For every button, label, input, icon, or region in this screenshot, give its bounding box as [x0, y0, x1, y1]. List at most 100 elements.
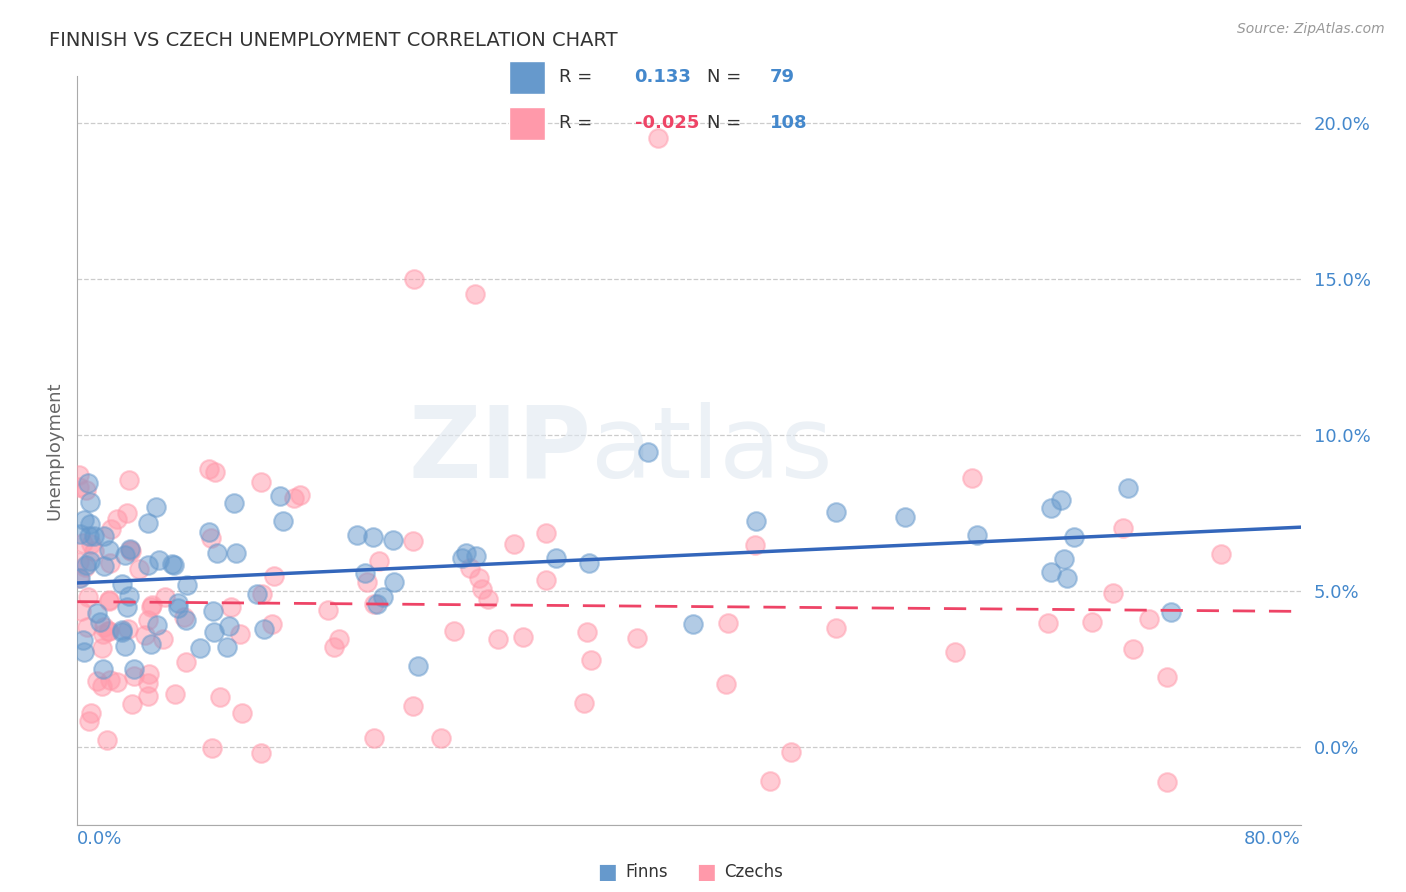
Point: [93, 558, 115, 573]
Point: [454, 546, 477, 560]
Point: [647, 131, 669, 145]
Point: [451, 550, 474, 565]
Point: [91, 662, 114, 676]
Point: [115, 599, 138, 614]
Point: [118, 473, 141, 487]
Point: [146, 617, 169, 632]
Text: FINNISH VS CZECH UNEMPLOYMENT CORRELATION CHART: FINNISH VS CZECH UNEMPLOYMENT CORRELATIO…: [49, 31, 617, 50]
Point: [354, 566, 377, 580]
Point: [160, 558, 183, 572]
Point: [86, 673, 108, 688]
Point: [252, 587, 274, 601]
Point: [626, 632, 648, 646]
Point: [486, 632, 509, 646]
Point: [114, 548, 136, 562]
Point: [201, 740, 224, 755]
Point: [118, 589, 141, 603]
Point: [356, 574, 378, 589]
Text: 80.0%: 80.0%: [1244, 830, 1301, 847]
Point: [966, 528, 988, 542]
Point: [97, 543, 120, 558]
Point: [366, 597, 388, 611]
Point: [141, 598, 163, 612]
Point: [120, 544, 142, 558]
Point: [141, 637, 163, 651]
Point: [117, 623, 139, 637]
Point: [1063, 530, 1085, 544]
FancyBboxPatch shape: [509, 107, 546, 140]
Point: [382, 575, 405, 590]
Point: [98, 673, 121, 688]
Point: [77, 529, 100, 543]
Point: [1036, 616, 1059, 631]
Point: [72, 632, 94, 647]
Text: 0.133: 0.133: [634, 68, 692, 86]
Point: [96, 733, 118, 747]
Point: [80, 706, 103, 720]
Point: [98, 593, 121, 607]
Point: [250, 475, 273, 489]
Point: [111, 576, 134, 591]
Point: [215, 640, 238, 654]
Point: [464, 287, 486, 301]
Point: [1137, 612, 1160, 626]
Text: 79: 79: [770, 68, 794, 86]
Point: [346, 528, 368, 542]
Point: [271, 514, 294, 528]
Text: atlas: atlas: [591, 402, 832, 499]
Text: ■: ■: [598, 863, 617, 882]
Point: [86, 606, 108, 620]
Point: [288, 487, 311, 501]
Point: [148, 553, 170, 567]
Point: [79, 494, 101, 508]
Point: [250, 746, 273, 760]
Text: ■: ■: [696, 863, 716, 882]
Point: [458, 561, 481, 575]
Point: [759, 773, 782, 788]
Point: [1116, 482, 1139, 496]
Point: [363, 597, 385, 611]
Point: [283, 491, 305, 505]
Point: [202, 624, 225, 639]
Point: [173, 609, 195, 624]
Text: R =: R =: [558, 68, 592, 86]
Point: [93, 619, 115, 633]
Text: N =: N =: [707, 68, 741, 86]
Point: [361, 530, 384, 544]
Point: [73, 513, 96, 527]
Point: [163, 558, 186, 573]
Point: [201, 604, 224, 618]
Point: [91, 626, 114, 640]
Point: [138, 667, 160, 681]
Point: [83, 529, 105, 543]
Point: [136, 689, 159, 703]
Point: [253, 623, 276, 637]
Point: [245, 587, 267, 601]
Point: [111, 625, 134, 640]
Point: [1156, 774, 1178, 789]
Point: [69, 527, 91, 541]
Text: -0.025: -0.025: [634, 114, 699, 132]
FancyBboxPatch shape: [509, 61, 546, 94]
Point: [1050, 492, 1073, 507]
Point: [1056, 571, 1078, 585]
Point: [91, 641, 114, 656]
Point: [111, 623, 134, 637]
Point: [79, 714, 101, 728]
Point: [1122, 641, 1144, 656]
Point: [443, 624, 465, 639]
Point: [115, 506, 138, 520]
Point: [79, 517, 101, 532]
Point: [72, 536, 94, 550]
Point: [263, 569, 285, 583]
Point: [231, 706, 253, 720]
Point: [77, 476, 100, 491]
Text: 0.0%: 0.0%: [77, 830, 122, 847]
Point: [322, 640, 344, 655]
Point: [229, 627, 252, 641]
Point: [167, 601, 190, 615]
Point: [77, 591, 100, 605]
Point: [198, 462, 221, 476]
Point: [67, 571, 90, 585]
Point: [825, 621, 848, 635]
